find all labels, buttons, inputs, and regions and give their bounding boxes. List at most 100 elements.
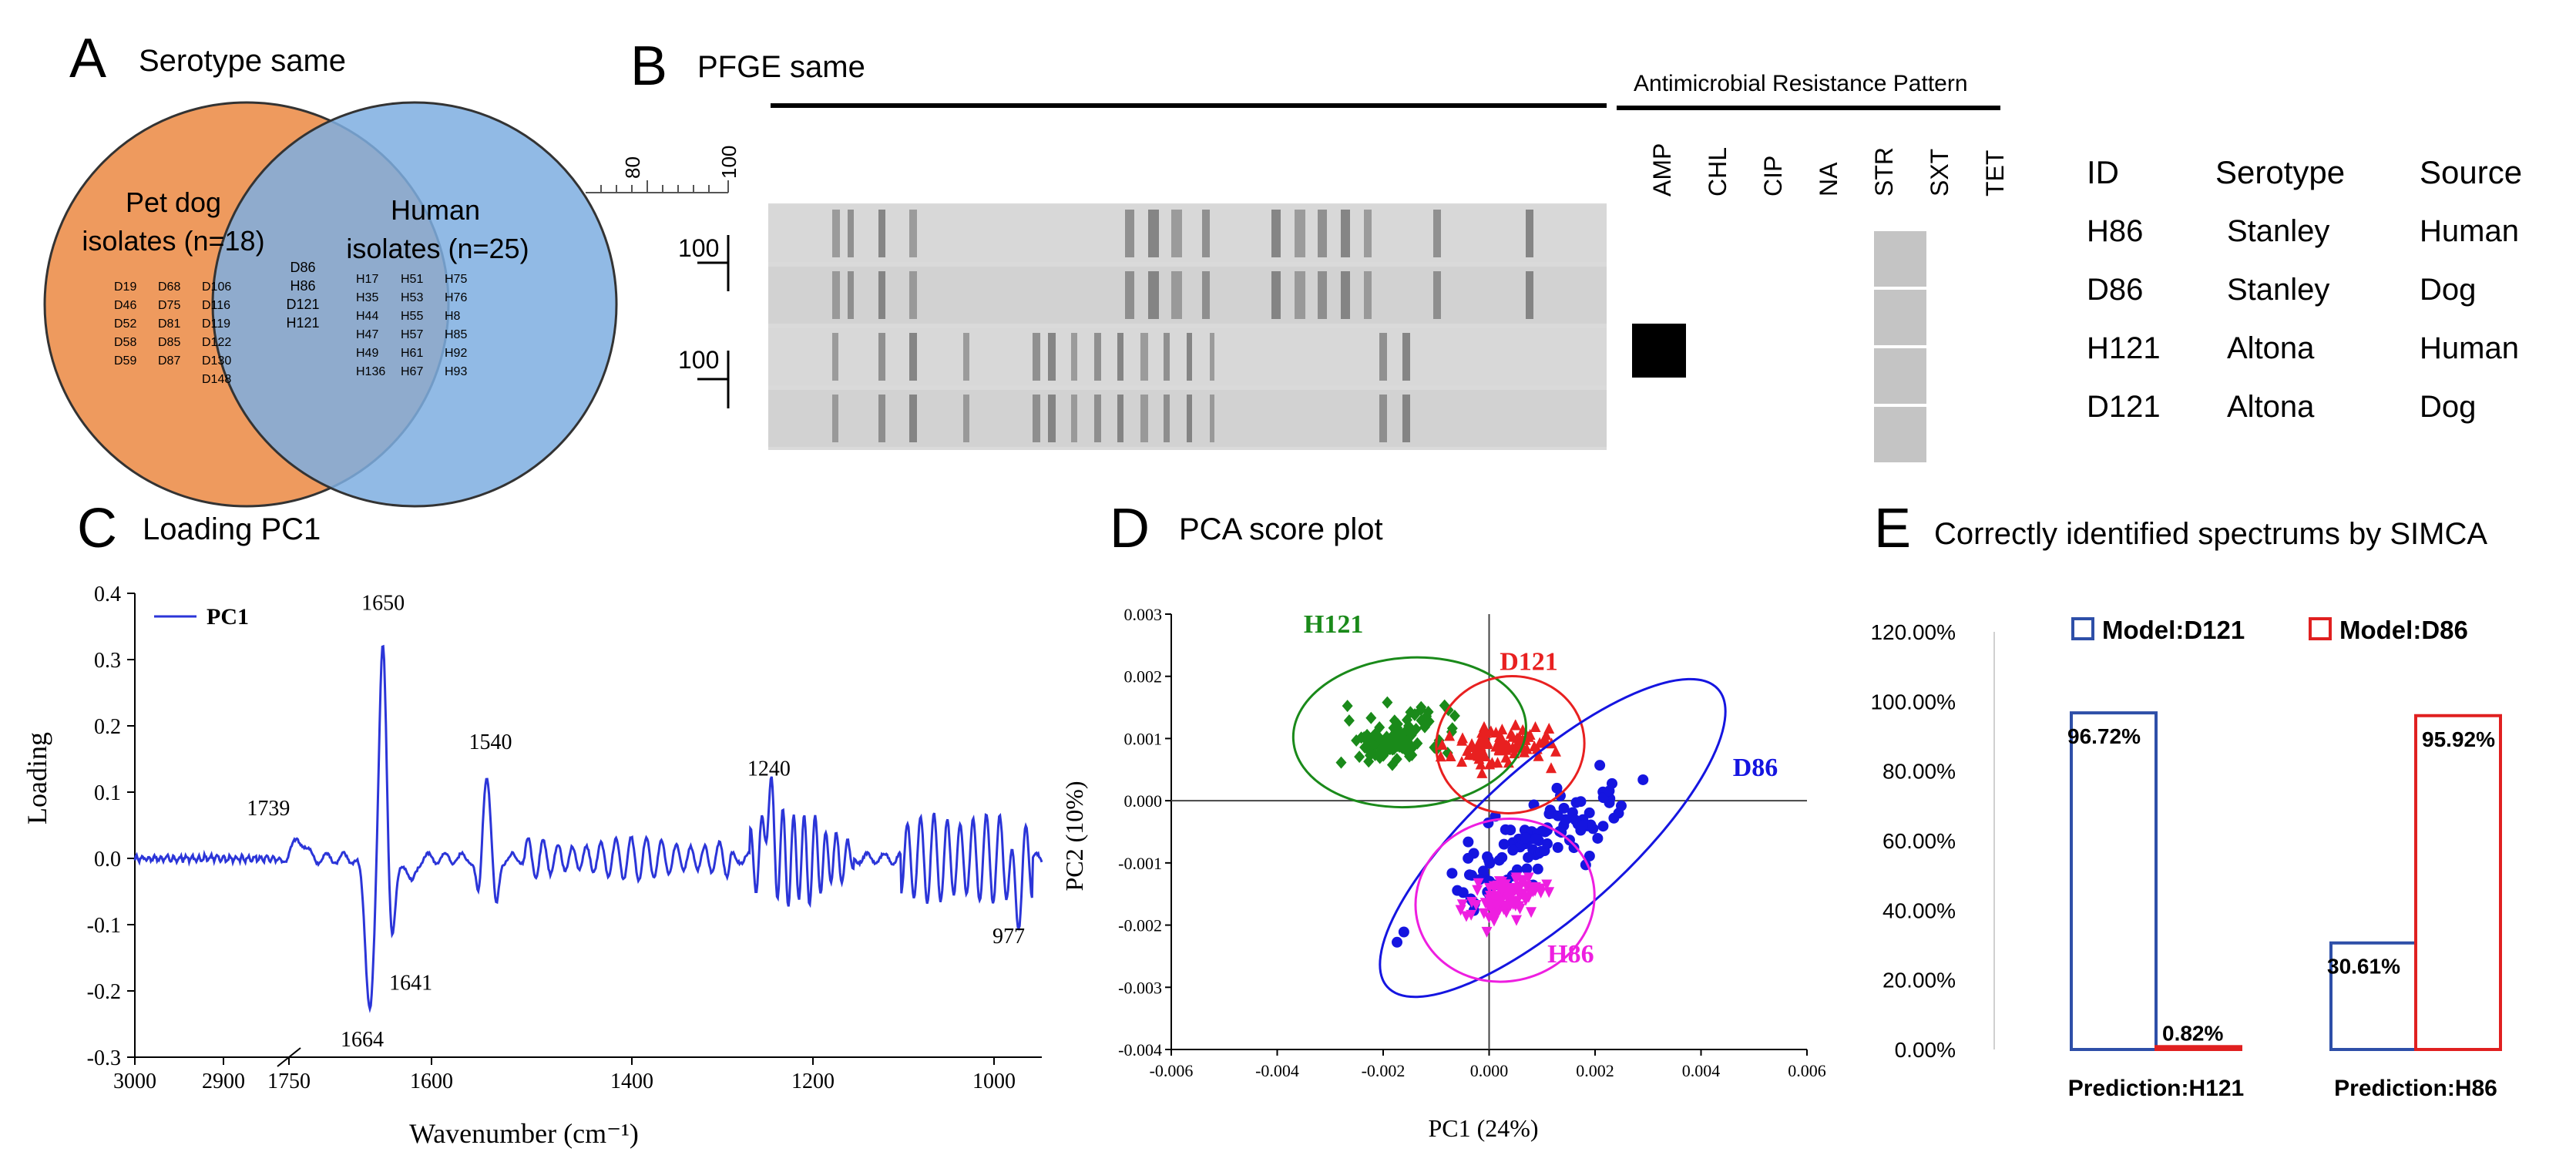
simca-bar-chart: 0.00% 20.00% 40.00% 60.00% 80.00% 100.00% 120.… [1870,616,2502,1101]
bar-value-label: 96.72% [2067,724,2141,748]
gel-band [1164,395,1170,442]
amr-resistance-grid [1632,231,1926,462]
pca-point-h86 [1473,878,1484,889]
gel-band [1341,271,1350,319]
dog-isolate-id: D46 [114,299,136,312]
dendrogram-1: 100 [678,234,730,291]
dog-isolate-id: D106 [202,280,231,294]
group-label: D86 [1733,754,1778,782]
d-xtick: 0.006 [1788,1061,1826,1080]
panel-a-letter: A [69,28,106,89]
gel-band [1117,395,1123,442]
gel-band [1402,395,1410,442]
pca-point-h86 [1526,907,1537,918]
antibiotic-header: SXT [1926,149,1953,196]
gel-band [1187,395,1192,442]
pca-point-d121 [1481,738,1493,750]
pca-point-d86 [1498,838,1510,850]
d-xtick: -0.002 [1362,1061,1406,1080]
table-cell: Human [2420,214,2519,248]
pca-point-h86 [1543,887,1555,898]
gel-band [1033,395,1040,442]
pca-point-d121 [1546,762,1557,774]
pca-point-h86 [1482,900,1493,912]
c-ytick: -0.2 [87,980,121,1004]
gel-band [1379,395,1387,442]
gel-band [1433,210,1441,257]
dog-isolate-id: D148 [202,373,231,386]
pca-point-d121 [1456,756,1468,767]
overlap-isolate-id: D86 [290,260,315,275]
dog-isolate-id: D58 [114,336,136,349]
pca-point-h121 [1416,704,1427,717]
pca-point-d86 [1530,833,1541,845]
pca-group-labels: H121 D121 D86 H86 [1304,610,1778,969]
human-isolate-id: H35 [356,291,378,304]
pca-point-d86 [1552,810,1563,821]
human-isolate-id: H44 [356,310,378,323]
pca-point-h121 [1365,732,1377,745]
dog-isolate-id: D130 [202,354,231,368]
table-cell: Altona [2227,331,2315,365]
legend-pc1-label: PC1 [207,604,249,630]
pca-point-d121 [1510,740,1522,751]
overlap-isolate-id: H86 [290,278,315,294]
table-cell: Dog [2420,273,2476,307]
dog-label-line2: isolates (n=18) [82,225,264,257]
human-isolate-ids: H17 H35 H44 H47 H49 H136 H51 H53 H55 H57 H61 H67 H75… [356,273,467,378]
legend-swatch [2309,617,2332,640]
d-ytick: 0.000 [1124,791,1163,811]
peak-label: 1641 [389,971,432,995]
pca-point-d121 [1513,732,1525,744]
ellipse-d121 [1435,675,1586,814]
d-ytick: -0.002 [1118,916,1162,935]
antibiotic-header: STR [1870,147,1898,196]
pca-point-h86 [1505,892,1516,904]
pca-point-d121 [1533,750,1544,761]
pca-point-d86 [1505,824,1516,836]
peak-label: 977 [992,925,1025,949]
panel-e: E Correctly identified spectrums by SIMC… [1870,498,2502,1101]
pca-point-d121 [1473,750,1484,761]
group-label: D121 [1500,648,1558,677]
dog-isolate-id: D81 [158,317,180,331]
table-cell: D121 [2087,390,2161,424]
d-xtick: -0.006 [1150,1061,1194,1080]
gel-band [1364,271,1372,319]
pca-point-d121 [1475,758,1486,770]
ellipse-h121 [1291,656,1527,809]
human-isolate-id: H61 [401,347,423,360]
c-xtick: 1000 [972,1070,1016,1093]
pca-point-d86 [1540,826,1551,838]
pca-point-d86 [1577,820,1588,831]
d-ytick: -0.003 [1118,978,1162,997]
ellipse-h86 [1414,818,1596,983]
pca-point-d121 [1496,724,1508,735]
dog-isolate-ids: D19 D46 D52 D58 D59 D68 D75 D81 D85 D87 D106 D116 D1… [114,280,231,386]
pca-points [1335,696,1649,948]
pca-point-h121 [1343,714,1355,727]
panel-a: A Serotype same Pet dog isolates (n=18) … [43,28,618,508]
pca-point-d86 [1457,887,1469,898]
group-label: H86 [1547,940,1594,969]
pca-point-h121 [1365,711,1377,724]
d-ytick: -0.001 [1118,854,1162,873]
pca-point-d86 [1463,836,1474,848]
table-cell: H121 [2087,331,2161,365]
pca-point-d121 [1436,738,1448,750]
c-xtick: 1600 [410,1070,453,1093]
pca-point-d86 [1615,800,1627,811]
d-xtick: -0.004 [1255,1061,1299,1080]
pca-point-h86 [1510,915,1522,926]
human-label-line1: Human [391,194,480,226]
dog-isolate-id: D75 [158,299,180,312]
bar-value-label: 0.82% [2162,1021,2223,1045]
human-isolate-id: H49 [356,347,378,360]
pca-point-h86 [1496,885,1508,896]
d-ylabel: PC2 (10%) [1060,781,1088,891]
pca-point-d86 [1568,842,1580,854]
dog-isolate-id: D87 [158,354,180,368]
overlap-isolate-id: H121 [286,315,319,331]
